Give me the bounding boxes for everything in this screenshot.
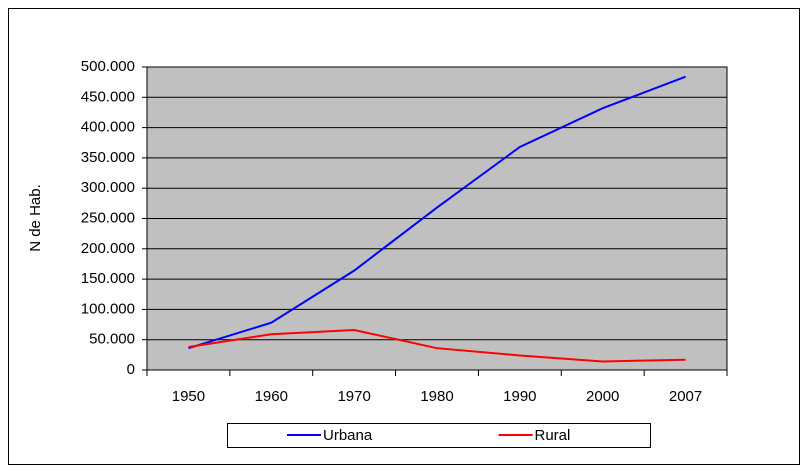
y-tick-label: 50.000 [89, 331, 135, 348]
x-tick-label: 2000 [586, 388, 619, 405]
plot-border [146, 66, 728, 371]
y-tick-label: 250.000 [81, 209, 135, 226]
y-axis-label: N de Hab. [27, 184, 44, 252]
y-tick-label: 500.000 [81, 58, 135, 75]
y-tick-label: 200.000 [81, 240, 135, 257]
x-tick-label: 1970 [337, 388, 370, 405]
y-tick-label: 100.000 [81, 300, 135, 317]
y-tick-label: 350.000 [81, 149, 135, 166]
y-tick-label: 150.000 [81, 270, 135, 287]
y-tick-label: 450.000 [81, 88, 135, 105]
x-tick-label: 1960 [255, 388, 288, 405]
y-tick-label: 400.000 [81, 119, 135, 136]
series-line [188, 328, 686, 363]
series-line [188, 75, 686, 350]
y-tick-label: 300.000 [81, 179, 135, 196]
x-tick-label: 1980 [420, 388, 453, 405]
legend-label: Urbana [323, 427, 373, 444]
legend-label: Rural [535, 427, 571, 444]
y-tick-label: 0 [127, 361, 135, 378]
x-tick-label: 2007 [669, 388, 702, 405]
x-tick-label: 1950 [172, 388, 205, 405]
x-tick-label: 1990 [503, 388, 536, 405]
